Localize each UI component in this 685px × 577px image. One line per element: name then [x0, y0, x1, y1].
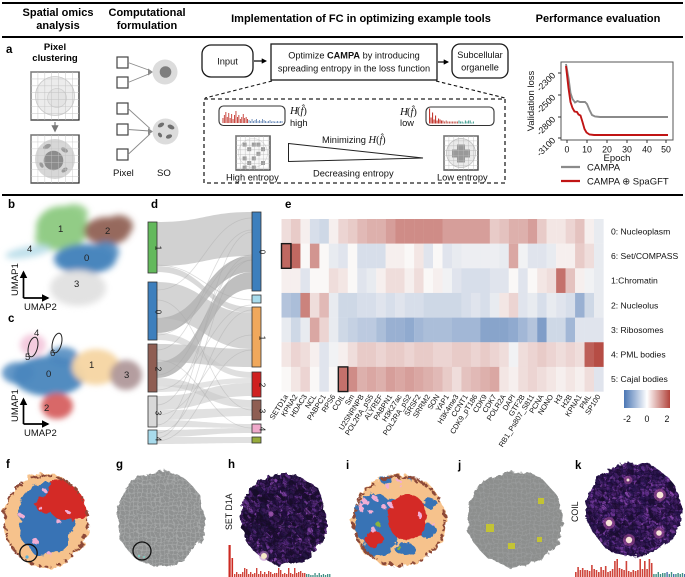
svg-text:low: low — [400, 118, 414, 128]
svg-text:4: PML bodies: 4: PML bodies — [611, 350, 666, 360]
svg-text:organelle: organelle — [461, 63, 499, 73]
svg-text:0: 0 — [46, 369, 51, 380]
svg-text:Subcellular: Subcellular — [457, 50, 502, 60]
svg-text:High entropy: High entropy — [226, 173, 279, 183]
svg-text:50: 50 — [661, 145, 671, 155]
svg-text:2: 2 — [258, 383, 267, 388]
svg-text:Minimizing H(f̂): Minimizing H(f̂) — [322, 133, 386, 146]
svg-text:(f̂): (f̂) — [297, 104, 307, 117]
svg-text:H3: H3 — [552, 393, 565, 406]
svg-text:H: H — [399, 106, 409, 118]
svg-text:Pixel: Pixel — [113, 168, 134, 179]
svg-text:Epoch: Epoch — [604, 153, 631, 164]
svg-text:0: 0 — [258, 250, 267, 255]
svg-text:10: 10 — [582, 145, 592, 155]
svg-text:-2300: -2300 — [534, 70, 557, 93]
svg-text:high: high — [290, 118, 308, 128]
svg-text:3: 3 — [258, 409, 267, 414]
svg-text:Input: Input — [217, 57, 238, 67]
svg-text:0: 0 — [645, 414, 650, 424]
svg-text:H: H — [289, 105, 299, 117]
svg-text:0: 0 — [84, 253, 89, 264]
svg-text:spreading entropy in the loss: spreading entropy in the loss function — [278, 64, 430, 74]
svg-text:UMAP1: UMAP1 — [10, 389, 21, 422]
svg-text:2: 2 — [44, 403, 49, 414]
svg-text:UMAP2: UMAP2 — [24, 302, 57, 313]
svg-text:6: Set/COMPASS: 6: Set/COMPASS — [611, 251, 678, 261]
svg-text:2: 2 — [665, 414, 670, 424]
svg-text:2: 2 — [154, 367, 163, 372]
svg-text:Decreasing entropy: Decreasing entropy — [313, 169, 394, 179]
svg-text:6: 6 — [50, 348, 55, 359]
svg-text:1: 1 — [89, 360, 94, 371]
svg-text:2: 2 — [105, 226, 110, 237]
svg-text:UMAP2: UMAP2 — [24, 428, 57, 439]
svg-text:3: 3 — [124, 370, 129, 381]
svg-text:SET D1A: SET D1A — [224, 493, 234, 530]
svg-text:1: 1 — [258, 336, 267, 341]
svg-text:3: 3 — [154, 411, 163, 416]
svg-text:4: 4 — [34, 328, 39, 339]
svg-text:CAMPA ⊕ SpaGFT: CAMPA ⊕ SpaGFT — [587, 177, 669, 188]
svg-text:0: 0 — [154, 310, 163, 315]
svg-text:0: Nucleoplasm: 0: Nucleoplasm — [611, 226, 670, 236]
svg-text:2: Nucleolus: 2: Nucleolus — [611, 300, 658, 310]
svg-text:Optimize CAMPA by introducing: Optimize CAMPA by introducing — [288, 51, 420, 61]
svg-text:0: 0 — [565, 145, 570, 155]
svg-text:1:Chromatin: 1:Chromatin — [611, 276, 658, 286]
svg-text:-2800: -2800 — [534, 114, 557, 137]
svg-text:1: 1 — [58, 224, 63, 235]
svg-text:4: 4 — [258, 427, 267, 432]
svg-text:1: 1 — [154, 246, 163, 251]
svg-text:4: 4 — [27, 244, 32, 255]
svg-text:5: Cajal bodies: 5: Cajal bodies — [611, 374, 668, 384]
svg-text:3: 3 — [74, 279, 79, 290]
svg-text:20: 20 — [602, 145, 612, 155]
svg-text:30: 30 — [622, 145, 632, 155]
svg-text:(f̂): (f̂) — [407, 105, 417, 118]
svg-text:-3100: -3100 — [534, 135, 557, 158]
svg-text:5: 5 — [25, 352, 30, 363]
svg-text:40: 40 — [642, 145, 652, 155]
svg-text:Low entropy: Low entropy — [437, 173, 488, 183]
svg-text:3: Ribosomes: 3: Ribosomes — [611, 325, 664, 335]
svg-text:-2500: -2500 — [534, 92, 557, 115]
svg-text:Validation loss: Validation loss — [526, 70, 537, 131]
svg-text:4: 4 — [154, 437, 163, 442]
svg-text:CAMPA: CAMPA — [587, 163, 621, 174]
svg-text:UMAP1: UMAP1 — [10, 263, 21, 296]
svg-text:COIL: COIL — [570, 501, 580, 522]
svg-text:-2: -2 — [623, 414, 631, 424]
svg-text:SO: SO — [157, 168, 171, 179]
